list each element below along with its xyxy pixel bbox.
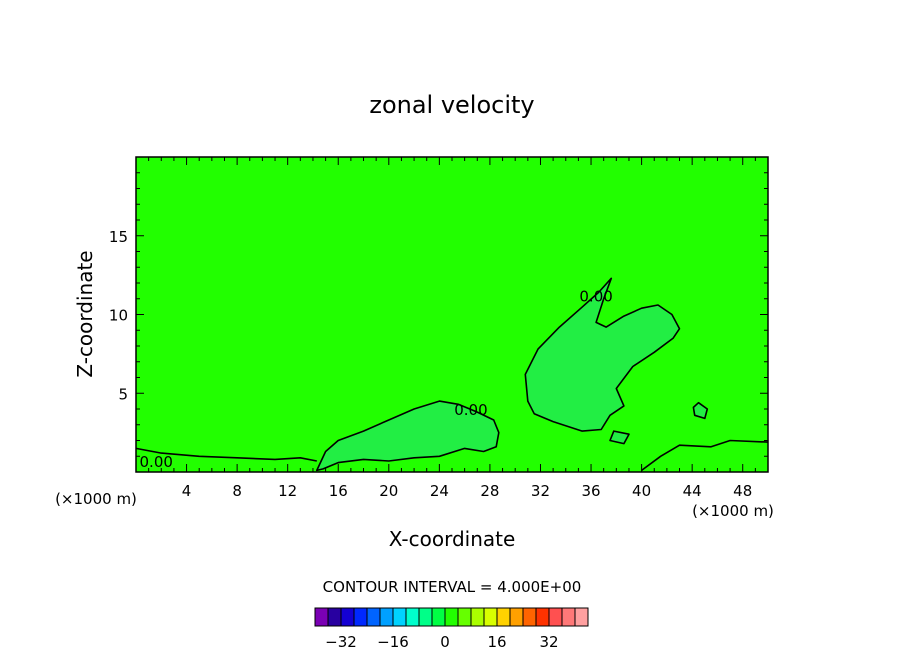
- y-tick-label: 10: [109, 307, 128, 325]
- colorbar-swatch: [444, 607, 459, 627]
- zero-contour-line: [641, 439, 769, 472]
- colorbar-swatch: [574, 607, 589, 627]
- x-tick-label: 16: [329, 482, 348, 500]
- colorbar-swatch: [431, 607, 446, 627]
- x-tick-label: 48: [733, 482, 752, 500]
- x-axis-label: X-coordinate: [389, 527, 516, 551]
- colorbar-swatch: [418, 607, 433, 627]
- x-tick-label: 24: [430, 482, 449, 500]
- x-tick-label: 4: [182, 482, 192, 500]
- contour-label: 0.00: [454, 401, 487, 419]
- colorbar-swatch: [405, 607, 420, 627]
- colorbar-swatch: [483, 607, 498, 627]
- colorbar-tick-label: 32: [539, 633, 558, 651]
- colorbar-swatch: [392, 607, 407, 627]
- colorbar-swatch: [470, 607, 485, 627]
- colorbar-swatch: [353, 607, 368, 627]
- x-tick-label: 12: [278, 482, 297, 500]
- x-tick-label: 8: [232, 482, 242, 500]
- zero-contour-line: [524, 277, 681, 432]
- colorbar-swatch: [522, 607, 537, 627]
- x-tick-label: 20: [379, 482, 398, 500]
- zero-contour-line: [609, 430, 630, 445]
- colorbar: −32 −16 0 16 32: [314, 607, 589, 651]
- colorbar-swatch: [366, 607, 381, 627]
- colorbar-swatch: [535, 607, 550, 627]
- x-tick-label: 44: [683, 482, 702, 500]
- colorbar-tick-label: −16: [377, 633, 409, 651]
- x-tick-label: 28: [480, 482, 499, 500]
- zero-contour-line: [135, 447, 317, 462]
- x-tick-label: 36: [581, 482, 600, 500]
- chart-title: zonal velocity: [369, 91, 534, 119]
- colorbar-swatch: [340, 607, 355, 627]
- y-tick-label: 5: [118, 385, 128, 403]
- colorbar-tick-label: −32: [325, 633, 357, 651]
- colorbar-swatch: [548, 607, 563, 627]
- x-tick-label: 32: [531, 482, 550, 500]
- colorbar-swatch: [379, 607, 394, 627]
- contour-lines: 0.00 0.00 0.00: [135, 277, 769, 472]
- colorbar-swatch: [457, 607, 472, 627]
- x-axis-unit-left: (×1000 m): [55, 490, 137, 508]
- y-axis-label: Z-coordinate: [73, 250, 97, 377]
- colorbar-swatch: [561, 607, 576, 627]
- x-axis-unit-right: (×1000 m): [692, 502, 774, 520]
- colorbar-swatch: [314, 607, 329, 627]
- zero-contour-line: [692, 401, 709, 420]
- colorbar-tick-label: 0: [440, 633, 450, 651]
- colorbar-swatch: [327, 607, 342, 627]
- zero-contour-line: [316, 400, 500, 472]
- colorbar-swatch: [509, 607, 524, 627]
- y-tick-label: 15: [109, 228, 128, 246]
- colorbar-tick-label: 16: [487, 633, 506, 651]
- x-tick-label: 40: [632, 482, 651, 500]
- contour-label: 0.00: [140, 453, 173, 471]
- colorbar-swatch: [496, 607, 511, 627]
- contour-interval-label: CONTOUR INTERVAL = 4.000E+00: [323, 578, 582, 596]
- contour-label: 0.00: [579, 288, 612, 306]
